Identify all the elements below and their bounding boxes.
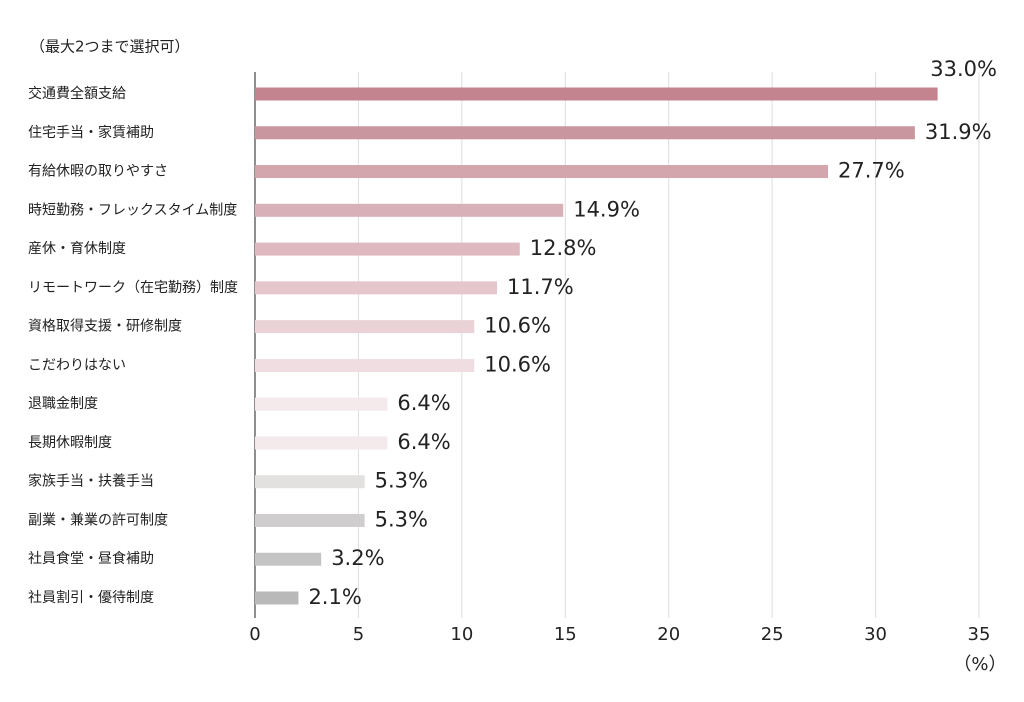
bar	[255, 281, 498, 295]
value-label: 33.0%	[930, 57, 997, 81]
value-label: 3.2%	[331, 546, 384, 570]
value-label: 6.4%	[397, 391, 450, 415]
bar	[255, 203, 564, 217]
y-tick-label: 資格取得支援・研修制度	[28, 318, 182, 335]
x-tick-label: 20	[657, 624, 680, 645]
y-tick-label: 社員食堂・昼食補助	[28, 550, 154, 567]
y-tick-label: 住宅手当・家賃補助	[28, 124, 154, 141]
y-tick-label: リモートワーク（在宅勤務）制度	[28, 280, 238, 296]
chart-subtitle: （最大2つまで選択可）	[30, 38, 190, 56]
bar	[255, 87, 938, 101]
bar	[255, 242, 520, 256]
x-tick-label: 5	[353, 624, 364, 645]
y-tick-label: 時短勤務・フレックスタイム制度	[28, 202, 237, 218]
y-tick-label: こだわりはない	[28, 357, 126, 373]
x-tick-label: 0	[249, 624, 260, 645]
bar	[255, 591, 299, 605]
bar	[255, 126, 915, 140]
x-tick-label: 15	[554, 624, 577, 645]
bar	[255, 165, 828, 179]
value-label: 27.7%	[838, 159, 905, 183]
x-tick-label: 25	[761, 624, 784, 645]
value-label: 12.8%	[530, 236, 597, 260]
value-label: 10.6%	[484, 314, 551, 338]
bar	[255, 358, 475, 372]
value-label: 6.4%	[397, 430, 450, 454]
y-tick-label: 長期休暇制度	[28, 435, 112, 451]
y-tick-label: 交通費全額支給	[28, 85, 126, 102]
y-tick-label: 社員割引・優待制度	[28, 589, 154, 606]
value-label: 5.3%	[375, 507, 428, 531]
bar	[255, 320, 475, 334]
bar	[255, 475, 365, 489]
bar	[255, 397, 388, 411]
bar	[255, 436, 388, 450]
bar	[255, 552, 322, 566]
y-tick-label: 有給休暇の取りやすさ	[28, 164, 168, 180]
y-tick-label: 退職金制度	[28, 396, 98, 412]
y-tick-label: 産休・育休制度	[28, 241, 126, 257]
value-label: 14.9%	[573, 197, 640, 221]
value-label: 11.7%	[507, 275, 574, 299]
y-tick-label: 家族手当・扶養手当	[28, 473, 154, 490]
value-label: 10.6%	[484, 352, 551, 376]
y-tick-label: 副業・兼業の許可制度	[28, 512, 168, 528]
value-label: 5.3%	[375, 469, 428, 493]
bar	[255, 513, 365, 527]
value-label: 2.1%	[308, 585, 361, 609]
value-label: 31.9%	[925, 120, 992, 144]
x-axis-label: （%）	[953, 654, 1006, 675]
x-tick-label: 30	[864, 624, 887, 645]
x-tick-label: 10	[450, 624, 473, 645]
x-tick-label: 35	[968, 624, 991, 645]
